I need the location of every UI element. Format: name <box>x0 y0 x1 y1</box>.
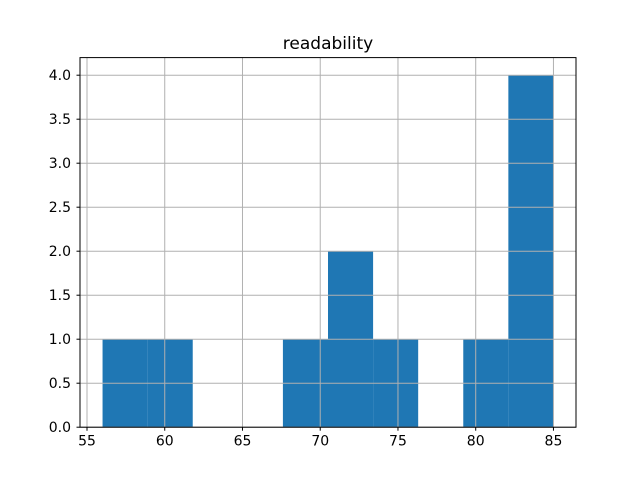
y-tick-label: 0.0 <box>49 420 71 436</box>
y-tick-label: 3.0 <box>49 156 71 172</box>
y-tick-label: 0.5 <box>49 376 71 392</box>
tick-labels-layer: 55 60 65 70 75 80 85 0.0 0.5 1.0 1.5 2.0 2.5 3.0 3.5 4.… <box>49 68 563 450</box>
y-tick-label: 4.0 <box>49 68 71 84</box>
x-tick-label: 80 <box>467 434 485 450</box>
plot-border <box>79 57 577 428</box>
x-tick-label: 70 <box>311 434 329 450</box>
x-tick-label: 75 <box>389 434 407 450</box>
y-tick-label: 2.5 <box>49 200 71 216</box>
x-tick-label: 55 <box>78 434 96 450</box>
x-tick-label: 65 <box>234 434 252 450</box>
x-tick-label: 60 <box>156 434 174 450</box>
chart-title: readability <box>283 34 373 54</box>
ticks-layer <box>76 74 554 431</box>
y-tick-label: 3.5 <box>49 112 71 128</box>
y-tick-label: 1.0 <box>49 332 71 348</box>
y-tick-label: 2.0 <box>49 244 71 260</box>
y-tick-label: 1.5 <box>49 288 71 304</box>
x-tick-label: 85 <box>545 434 563 450</box>
